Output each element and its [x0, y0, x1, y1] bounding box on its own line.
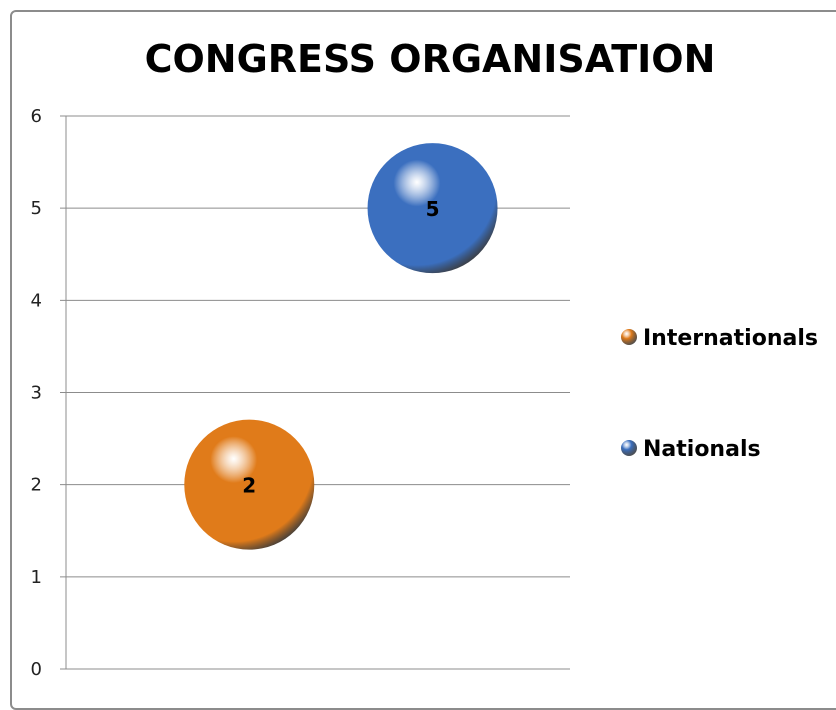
y-tick-label: 2 [31, 475, 42, 496]
y-tick-label: 5 [31, 198, 42, 219]
chart-frame [10, 10, 836, 710]
legend-label-internationals: Internationals [643, 326, 818, 351]
y-tick-label: 3 [31, 383, 42, 404]
data-label-nationals: 5 [426, 197, 440, 221]
legend-marker-internationals [621, 329, 637, 345]
y-axis: 0 1 2 3 4 5 6 [31, 106, 42, 680]
grid-layer [60, 115, 570, 670]
legend-label-nationals: Nationals [643, 437, 761, 462]
y-tick-label: 6 [31, 106, 42, 127]
data-label-internationals: 2 [242, 474, 256, 498]
legend: Internationals Nationals [621, 326, 818, 462]
chart-title: CONGRESS ORGANISATION [145, 37, 716, 81]
y-tick-label: 0 [31, 659, 42, 680]
legend-marker-nationals [621, 440, 637, 456]
bubble-nationals [367, 143, 498, 274]
bubble-internationals [184, 419, 315, 550]
plot-area: 25 [184, 143, 498, 550]
y-tick-label: 1 [31, 567, 42, 588]
y-tick-label: 4 [31, 290, 42, 311]
